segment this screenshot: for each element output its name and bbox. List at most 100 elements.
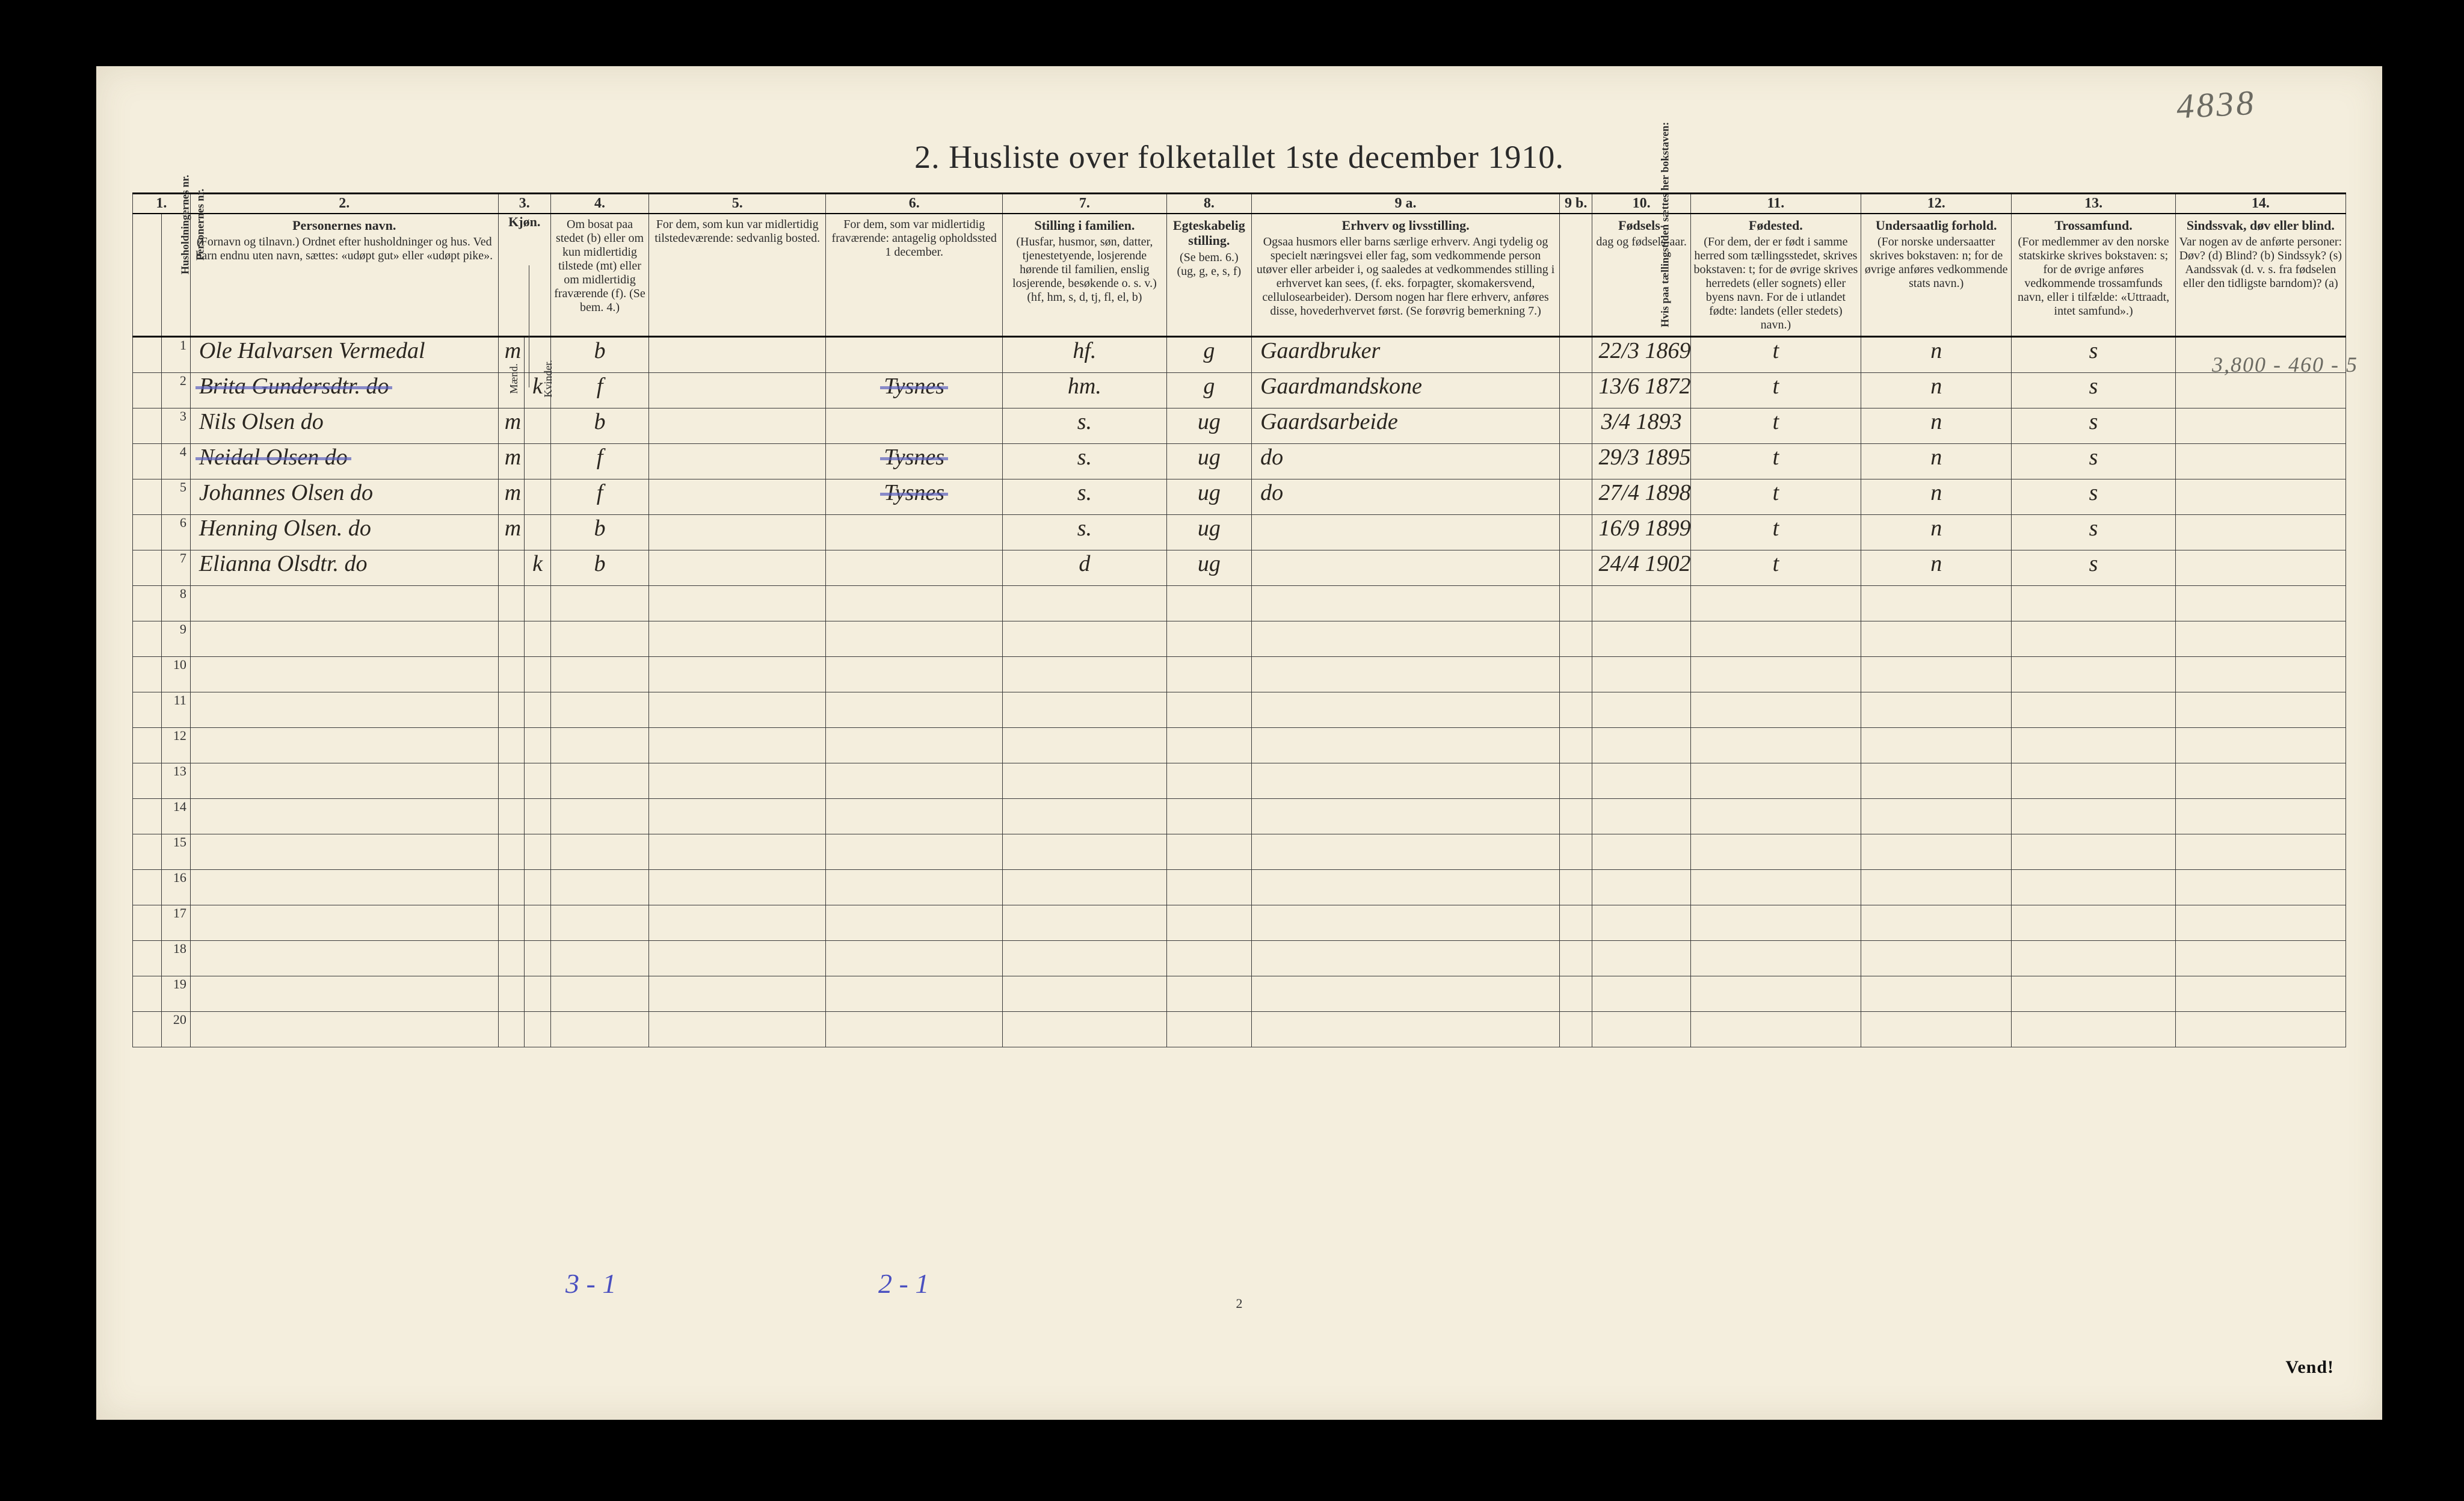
cell-fodested: t xyxy=(1690,479,1861,515)
hdr-stilling-familien: Stilling i familien. (Husfar, husmor, sø… xyxy=(1003,214,1166,337)
table-row: 9 xyxy=(133,621,2346,657)
cell-blank xyxy=(649,976,826,1012)
table-row: 19 xyxy=(133,976,2346,1012)
cell-blank xyxy=(1559,621,1592,657)
cell-egteskab: ug xyxy=(1166,479,1252,515)
cell-blank xyxy=(1592,905,1690,941)
cell-blank xyxy=(190,586,498,621)
cell-blank xyxy=(1559,976,1592,1012)
cell-opphold xyxy=(826,515,1003,550)
hdr-sedvanlig-bosted: For dem, som kun var midlertidig tilsted… xyxy=(649,214,826,337)
cell-blank xyxy=(498,763,525,799)
cell-blank xyxy=(190,763,498,799)
colnum-7: 7. xyxy=(1003,194,1166,214)
cell-sinds xyxy=(2175,373,2345,408)
cell-blank xyxy=(525,657,551,692)
cell-sinds xyxy=(2175,408,2345,444)
cell-sinds xyxy=(2175,515,2345,550)
table-row: 17 xyxy=(133,905,2346,941)
cell-hush-nr xyxy=(133,1012,162,1047)
cell-blank xyxy=(498,1012,525,1047)
cell-person-nr: 14 xyxy=(161,799,190,834)
cell-blank xyxy=(1003,1012,1166,1047)
cell-sex-k: k xyxy=(525,550,551,586)
cell-blank xyxy=(649,657,826,692)
cell-blank xyxy=(2012,834,2175,870)
colnum-5: 5. xyxy=(649,194,826,214)
cell-blank xyxy=(1252,870,1560,905)
cell-egteskab: ug xyxy=(1166,515,1252,550)
colnum-6: 6. xyxy=(826,194,1003,214)
cell-person-nr: 5 xyxy=(161,479,190,515)
cell-sex-k xyxy=(525,515,551,550)
cell-hush-nr xyxy=(133,408,162,444)
cell-fodested: t xyxy=(1690,337,1861,373)
cell-blank xyxy=(1166,692,1252,728)
cell-blank xyxy=(649,870,826,905)
cell-blank xyxy=(1690,657,1861,692)
table-row: 1Ole Halvarsen Vermedalmbhf.gGaardbruker… xyxy=(133,337,2346,373)
cell-blank xyxy=(649,692,826,728)
cell-person-nr: 4 xyxy=(161,444,190,479)
cell-blank xyxy=(649,799,826,834)
table-row: 6Henning Olsen. dombs.ug16/9 1899tns xyxy=(133,515,2346,550)
cell-blank xyxy=(2012,728,2175,763)
cell-blank xyxy=(1252,799,1560,834)
cell-blank xyxy=(2175,941,2345,976)
cell-blank xyxy=(550,728,648,763)
cell-name: Ole Halvarsen Vermedal xyxy=(190,337,498,373)
cell-blank xyxy=(1166,728,1252,763)
colnum-2: 2. xyxy=(190,194,498,214)
cell-blank xyxy=(1003,692,1166,728)
cell-blank xyxy=(1690,621,1861,657)
cell-blank xyxy=(1690,834,1861,870)
cell-blank xyxy=(1559,1012,1592,1047)
hdr-fodsel: Fødsels- dag og fødsels-aar. xyxy=(1592,214,1690,337)
cell-sex-k xyxy=(525,444,551,479)
cell-blank xyxy=(649,834,826,870)
cell-fodested: t xyxy=(1690,444,1861,479)
cell-blank xyxy=(1592,657,1690,692)
cell-blank xyxy=(2175,1012,2345,1047)
cell-blank xyxy=(1592,728,1690,763)
table-row: 10 xyxy=(133,657,2346,692)
cell-hush-nr xyxy=(133,586,162,621)
cell-blank xyxy=(1003,621,1166,657)
cell-blank xyxy=(550,976,648,1012)
cell-9b xyxy=(1559,444,1592,479)
cell-blank xyxy=(525,905,551,941)
cell-fodested: t xyxy=(1690,550,1861,586)
cell-blank xyxy=(1559,763,1592,799)
cell-blank xyxy=(190,976,498,1012)
colnum-4: 4. xyxy=(550,194,648,214)
cell-blank xyxy=(2175,905,2345,941)
cell-blank xyxy=(649,586,826,621)
cell-blank xyxy=(826,728,1003,763)
cell-stilling: d xyxy=(1003,550,1166,586)
hdr-husholdning-nr: Husholdningernes nr. xyxy=(133,214,162,337)
cell-blank xyxy=(190,1012,498,1047)
cell-blank xyxy=(826,905,1003,941)
cell-blank xyxy=(498,941,525,976)
cell-blank xyxy=(2012,976,2175,1012)
cell-blank xyxy=(826,799,1003,834)
cell-blank xyxy=(190,692,498,728)
cell-blank xyxy=(1690,1012,1861,1047)
colnum-12: 12. xyxy=(1861,194,2011,214)
cell-blank xyxy=(2012,941,2175,976)
cell-tros: s xyxy=(2012,479,2175,515)
cell-tros: s xyxy=(2012,373,2175,408)
cell-blank xyxy=(826,834,1003,870)
cell-blank xyxy=(1252,976,1560,1012)
cell-blank xyxy=(2012,763,2175,799)
cell-sedvanlig xyxy=(649,479,826,515)
cell-blank xyxy=(1166,763,1252,799)
cell-erhverv xyxy=(1252,515,1560,550)
cell-blank xyxy=(2175,657,2345,692)
cell-blank xyxy=(525,834,551,870)
cell-hush-nr xyxy=(133,834,162,870)
cell-person-nr: 2 xyxy=(161,373,190,408)
scan-frame: 4838 2. Husliste over folketallet 1ste d… xyxy=(0,0,2464,1501)
cell-blank xyxy=(525,621,551,657)
cell-bosat: b xyxy=(550,515,648,550)
